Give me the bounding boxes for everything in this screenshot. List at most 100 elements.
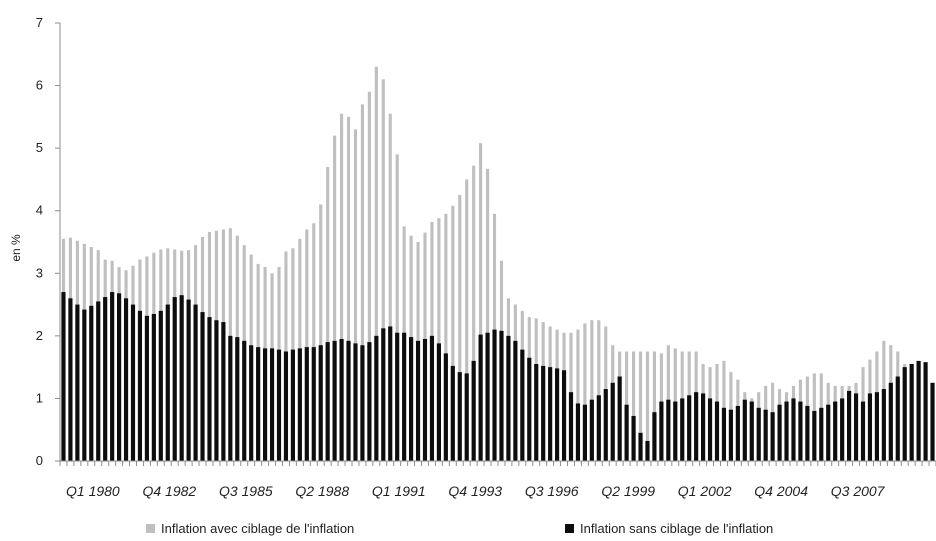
x-axis-ticks: Q1 1980 Q4 1982 Q3 1985 Q2 1988 Q1 1991 Q4 19… <box>59 461 936 499</box>
bar-sans-ciblage <box>214 320 219 461</box>
bar-sans-ciblage <box>860 401 866 461</box>
bar-sans-ciblage <box>707 398 713 461</box>
y-tick-label: 2 <box>36 328 43 343</box>
bar-sans-ciblage <box>714 401 720 461</box>
bar-avec-ciblage <box>437 218 441 461</box>
bar-sans-ciblage <box>777 404 782 461</box>
x-tick-label: Q3 1996 <box>525 483 579 499</box>
bar-sans-ciblage <box>568 392 574 461</box>
bar-sans-ciblage <box>805 405 810 461</box>
bar-sans-ciblage <box>130 304 136 461</box>
bar-sans-ciblage <box>555 368 560 461</box>
bar-sans-ciblage <box>701 393 706 461</box>
bar-sans-ciblage <box>541 365 546 461</box>
bar-avec-ciblage <box>395 154 399 461</box>
bar-sans-ciblage <box>826 404 831 461</box>
bar-avec-ciblage <box>479 143 483 461</box>
bar-sans-ciblage <box>923 362 928 461</box>
bar-sans-ciblage <box>158 310 163 461</box>
bar-avec-ciblage <box>638 351 643 461</box>
bar-avec-ciblage <box>632 351 636 461</box>
bar-sans-ciblage <box>89 305 94 461</box>
bar-avec-ciblage <box>465 179 469 461</box>
bar-sans-ciblage <box>763 409 768 461</box>
x-tick-label: Q1 1980 <box>66 483 120 499</box>
bar-sans-ciblage <box>610 382 615 461</box>
bar-sans-ciblage <box>221 322 226 461</box>
bar-sans-ciblage <box>68 298 73 461</box>
bar-sans-ciblage <box>680 398 685 461</box>
bar-sans-ciblage <box>200 312 205 461</box>
bar-sans-ciblage <box>895 376 900 461</box>
bar-sans-ciblage <box>207 317 212 461</box>
bar-sans-ciblage <box>374 335 379 461</box>
bar-sans-ciblage <box>721 407 727 461</box>
bar-sans-ciblage <box>603 389 608 461</box>
bar-sans-ciblage <box>492 329 497 461</box>
bar-sans-ciblage <box>694 392 699 461</box>
bar-sans-ciblage <box>276 349 282 461</box>
bar-sans-ciblage <box>318 345 323 461</box>
bar-sans-ciblage <box>304 347 309 461</box>
bar-sans-ciblage <box>388 326 393 461</box>
bar-sans-ciblage <box>687 395 692 461</box>
bar-sans-ciblage <box>728 409 733 461</box>
bar-avec-ciblage <box>326 166 330 461</box>
bar-sans-ciblage <box>381 328 386 461</box>
y-axis-ticks: 0 1 2 3 4 5 6 7 <box>36 15 60 468</box>
y-tick-label: 5 <box>36 140 43 155</box>
legend-swatch-avec-ciblage <box>146 524 155 533</box>
bar-avec-ciblage <box>583 323 587 461</box>
bar-sans-ciblage <box>193 304 198 461</box>
bar-sans-ciblage <box>256 347 261 461</box>
bar-sans-ciblage <box>82 309 87 461</box>
bar-avec-ciblage <box>319 204 323 461</box>
bar-sans-ciblage <box>770 412 775 461</box>
bar-sans-ciblage <box>652 412 657 461</box>
bar-sans-ciblage <box>311 347 316 461</box>
bar-avec-ciblage <box>472 165 476 461</box>
x-tick-label: Q2 1999 <box>601 483 655 499</box>
bar-sans-ciblage <box>443 353 448 461</box>
bar-sans-ciblage <box>916 360 921 461</box>
bar-sans-ciblage <box>631 415 636 461</box>
bar-sans-ciblage <box>534 364 539 461</box>
bar-sans-ciblage <box>228 335 233 461</box>
bar-sans-ciblage <box>117 293 122 461</box>
bar-avec-ciblage <box>367 91 371 461</box>
bar-sans-ciblage <box>742 399 747 461</box>
bar-sans-ciblage <box>402 332 407 461</box>
bar-sans-ciblage <box>263 348 268 461</box>
x-tick-label: Q3 1985 <box>219 483 273 499</box>
x-tick-label: Q4 1993 <box>448 483 502 499</box>
bar-sans-ciblage <box>735 405 740 461</box>
bar-sans-ciblage <box>75 304 80 461</box>
bar-sans-ciblage <box>61 292 66 461</box>
x-tick-label: Q3 2007 <box>831 483 886 499</box>
legend-label-avec-ciblage: Inflation avec ciblage de l'inflation <box>161 521 355 536</box>
bar-sans-ciblage <box>909 364 914 461</box>
bar-avec-ciblage <box>333 135 337 461</box>
bar-sans-ciblage <box>415 340 421 461</box>
series-sans-ciblage-bars <box>61 292 935 461</box>
bar-avec-ciblage <box>312 223 316 461</box>
bar-sans-ciblage <box>902 367 907 461</box>
bar-sans-ciblage <box>819 407 824 461</box>
y-tick-label: 4 <box>36 203 43 218</box>
bar-sans-ciblage <box>791 398 796 461</box>
bar-sans-ciblage <box>96 301 101 461</box>
bar-sans-ciblage <box>269 348 275 461</box>
bar-avec-ciblage <box>486 168 490 462</box>
bar-sans-ciblage <box>436 343 441 461</box>
bar-sans-ciblage <box>422 338 428 461</box>
y-tick-label: 7 <box>36 15 43 30</box>
bar-sans-ciblage <box>485 332 490 461</box>
legend-item-sans-ciblage: Inflation sans ciblage de l'inflation <box>565 521 773 536</box>
bar-sans-ciblage <box>930 382 935 461</box>
bar-sans-ciblage <box>847 390 852 461</box>
bar-sans-ciblage <box>235 337 240 461</box>
bar-sans-ciblage <box>144 315 149 461</box>
bar-sans-ciblage <box>548 367 553 461</box>
bar-avec-ciblage <box>353 129 358 461</box>
bar-sans-ciblage <box>833 401 838 461</box>
